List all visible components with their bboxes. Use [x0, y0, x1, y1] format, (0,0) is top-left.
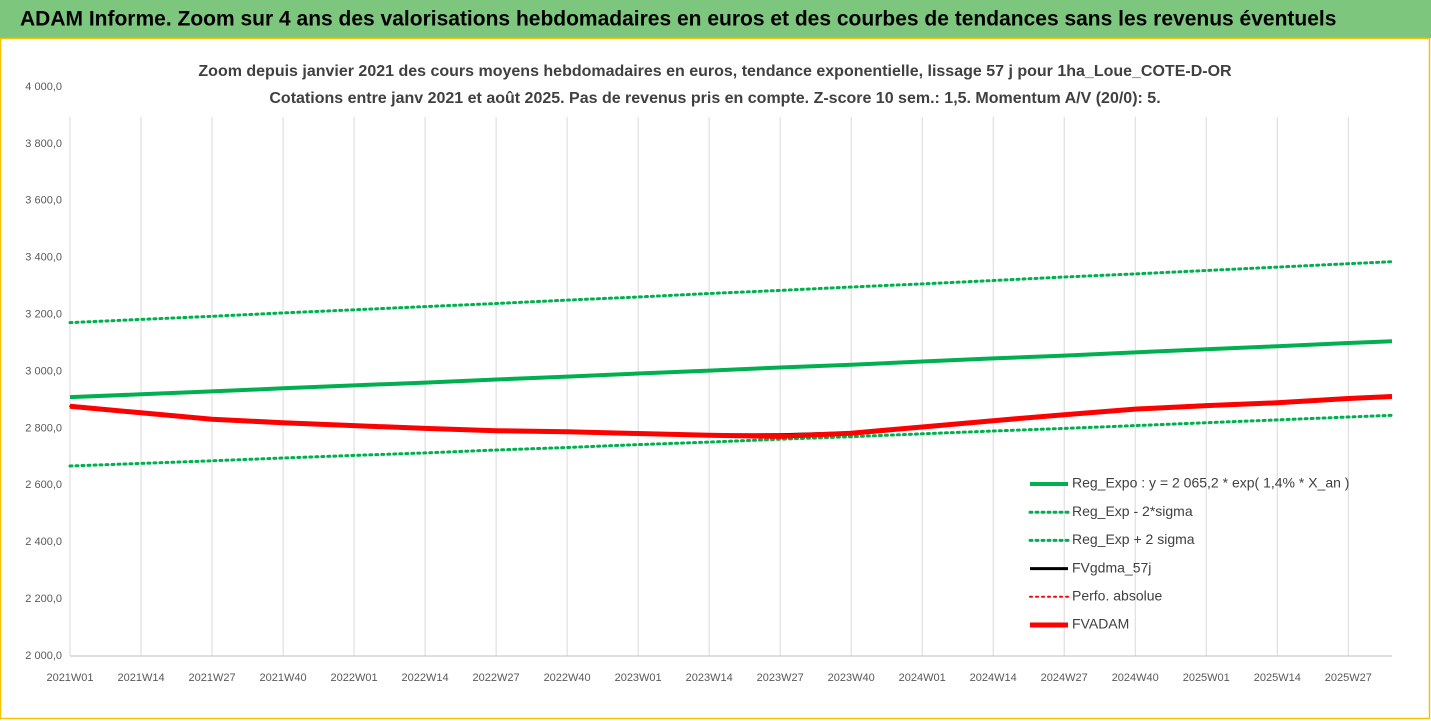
legend-label: FVADAM — [1072, 616, 1129, 632]
y-tick-label: 2 000,0 — [25, 650, 62, 662]
y-tick-label: 4 000,0 — [25, 81, 62, 93]
legend-label: Reg_Expo : y = 2 065,2 * exp( 1,4% * X_a… — [1072, 475, 1349, 491]
x-tick-label: 2024W27 — [1041, 672, 1088, 684]
banner-bg — [0, 0, 1431, 38]
y-tick-label: 2 200,0 — [25, 593, 62, 605]
y-tick-label: 3 200,0 — [25, 309, 62, 321]
x-tick-label: 2021W27 — [188, 672, 235, 684]
x-tick-label: 2021W40 — [260, 672, 307, 684]
series-line — [68, 260, 1394, 325]
x-tick-label: 2021W01 — [46, 672, 93, 684]
chart-border — [0, 37, 1431, 720]
y-tick-label: 3 800,0 — [25, 138, 62, 150]
series-line — [69, 395, 1393, 437]
x-tick-label: 2022W27 — [473, 672, 520, 684]
legend-label: Perfo. absolue — [1072, 588, 1162, 604]
x-tick-label: 2024W40 — [1112, 672, 1159, 684]
x-tick-label: 2022W01 — [331, 672, 378, 684]
chart-subtitle: Cotations entre janv 2021 et août 2025. … — [269, 90, 1160, 107]
x-tick-label: 2025W01 — [1183, 672, 1230, 684]
x-tick-label: 2023W40 — [828, 672, 875, 684]
x-tick-label: 2025W27 — [1325, 672, 1372, 684]
x-tick-label: 2024W01 — [899, 672, 946, 684]
x-tick-label: 2025W14 — [1254, 672, 1301, 684]
legend-label: FVgdma_57j — [1072, 559, 1151, 575]
series-line — [69, 394, 1393, 439]
x-tick-label: 2024W14 — [970, 672, 1017, 684]
series-line — [69, 395, 1393, 438]
legend-label: Reg_Exp - 2*sigma — [1072, 503, 1193, 519]
y-tick-label: 3 400,0 — [25, 252, 62, 264]
y-tick-label: 2 400,0 — [25, 536, 62, 548]
series-line — [68, 413, 1394, 468]
x-tick-label: 2023W01 — [615, 672, 662, 684]
series-line — [69, 339, 1393, 400]
x-tick-label: 2022W14 — [402, 672, 449, 684]
banner-title: ADAM Informe. Zoom sur 4 ans des valoris… — [20, 8, 1336, 31]
y-tick-label: 2 800,0 — [25, 422, 62, 434]
x-tick-label: 2022W40 — [544, 672, 591, 684]
chart-title: Zoom depuis janvier 2021 des cours moyen… — [198, 63, 1232, 80]
x-tick-label: 2023W27 — [757, 672, 804, 684]
legend-label: Reg_Exp + 2 sigma — [1072, 531, 1195, 547]
y-tick-label: 3 000,0 — [25, 365, 62, 377]
x-tick-label: 2023W14 — [686, 672, 733, 684]
x-tick-label: 2021W14 — [117, 672, 164, 684]
y-tick-label: 2 600,0 — [25, 479, 62, 491]
y-tick-label: 3 600,0 — [25, 195, 62, 207]
